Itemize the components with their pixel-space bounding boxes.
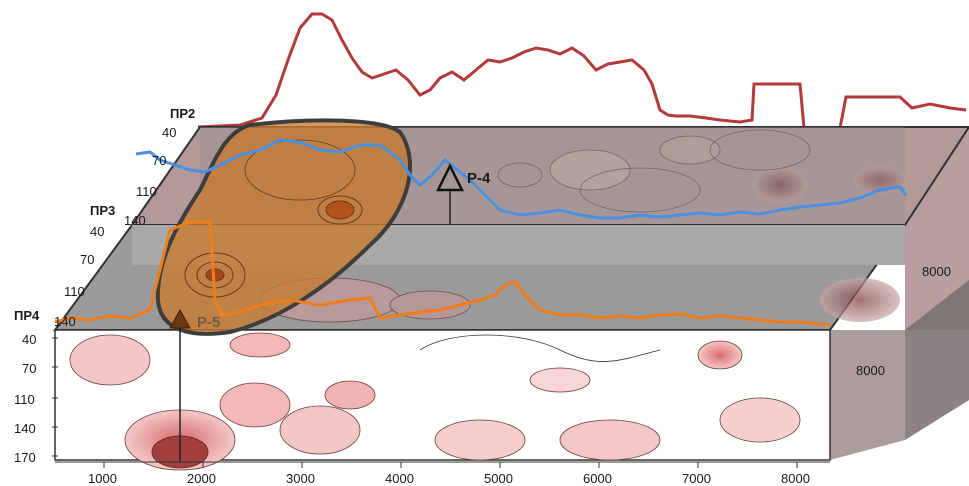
pr4-depth-axis: 40 70 110 140 170 bbox=[14, 332, 58, 465]
x-tick: 8000 bbox=[781, 471, 810, 486]
filled-triangle-icon bbox=[169, 308, 191, 329]
x-tick: 7000 bbox=[682, 471, 711, 486]
side-label-upper: 8000 bbox=[922, 264, 951, 279]
pr3-depth-tick: 140 bbox=[54, 314, 76, 329]
x-axis: 1000 2000 3000 4000 5000 6000 7000 8000 bbox=[55, 461, 830, 486]
top-anomaly-curve bbox=[197, 12, 967, 130]
pr2-curve bbox=[135, 138, 908, 220]
pr2-depth-tick: 110 bbox=[136, 184, 157, 199]
x-tick: 1000 bbox=[88, 471, 117, 486]
profile-label-pr3: ПР3 bbox=[90, 203, 115, 218]
x-tick: 5000 bbox=[484, 471, 513, 486]
pr4-depth-tick: 140 bbox=[14, 421, 36, 436]
anomaly-body bbox=[155, 118, 412, 336]
pr2-depth-tick: 140 bbox=[124, 213, 146, 228]
well-p4-label: Р-4 bbox=[467, 170, 491, 187]
pr3-depth-tick: 110 bbox=[64, 284, 85, 299]
pr4-depth-tick: 70 bbox=[22, 361, 36, 376]
side-face-right bbox=[905, 280, 969, 440]
x-tick: 3000 bbox=[286, 471, 315, 486]
pr4-depth-tick: 40 bbox=[22, 332, 36, 347]
pr2-depth-tick: 40 bbox=[162, 125, 176, 140]
profile-label-pr4: ПР4 bbox=[14, 308, 40, 323]
pr3-curve bbox=[54, 220, 831, 327]
pr2-depth-axis: 40 70 110 140 bbox=[124, 125, 176, 228]
side-label-lower: 8000 bbox=[856, 363, 885, 378]
open-triangle-icon bbox=[435, 163, 465, 192]
pr4-depth-tick: 110 bbox=[14, 392, 35, 407]
pr3-depth-axis: 40 70 110 140 bbox=[54, 224, 104, 329]
profile-label-pr2: ПР2 bbox=[170, 106, 195, 121]
x-tick: 4000 bbox=[385, 471, 414, 486]
pr2-depth-tick: 70 bbox=[152, 153, 166, 168]
pr4-depth-tick: 170 bbox=[14, 450, 36, 465]
well-p5-label: Р-5 bbox=[197, 314, 220, 331]
pr3-depth-tick: 40 bbox=[90, 224, 104, 239]
x-tick: 6000 bbox=[583, 471, 612, 486]
pr3-depth-tick: 70 bbox=[80, 252, 94, 267]
x-tick: 2000 bbox=[187, 471, 216, 486]
